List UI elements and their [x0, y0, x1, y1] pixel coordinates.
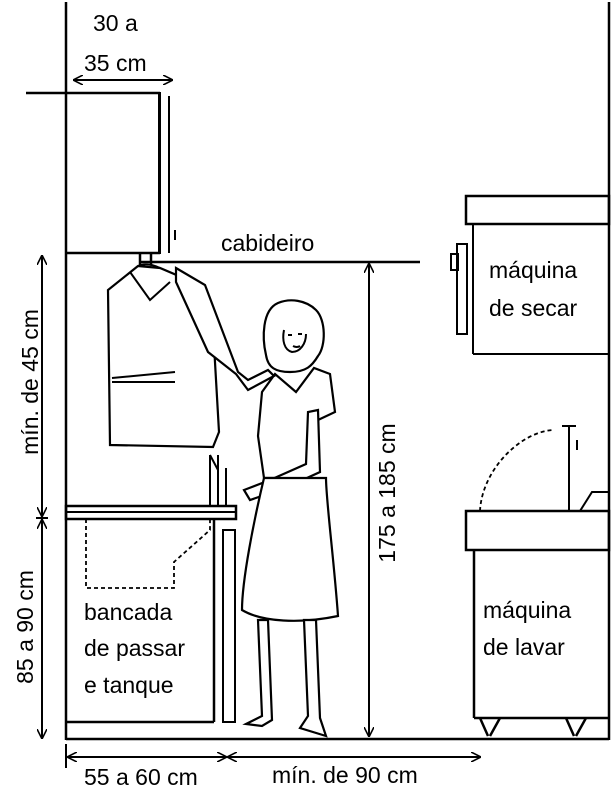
counter-bench	[64, 454, 238, 724]
upper-cabinet	[26, 91, 176, 255]
hanger-rail	[138, 253, 420, 265]
counter-label-line2: de passar	[84, 635, 185, 661]
counter-height-dimension-label: 85 a 90 cm	[12, 570, 38, 684]
counter-label-line1: bancada	[84, 599, 172, 625]
counter-depth-dimension-label: 55 a 60 cm	[84, 764, 198, 790]
dimension-lines	[36, 80, 480, 768]
min-upper-dimension-label: mín. de 45 cm	[17, 309, 43, 455]
dryer-label-line1: máquina	[489, 257, 577, 283]
washing-machine	[464, 425, 611, 737]
woman-figure-icon	[174, 266, 340, 738]
counter-label-line3: e tanque	[84, 672, 174, 698]
hanger-label: cabideiro	[221, 230, 314, 256]
cabinet-depth-label-line1: 30 a	[93, 10, 138, 36]
cabinet-depth-label-line2: 35 cm	[84, 50, 147, 76]
clearance-dimension-label: mín. de 90 cm	[272, 762, 418, 788]
dryer-label-line2: de secar	[489, 295, 578, 321]
washer-label-line1: máquina	[483, 597, 571, 623]
hanger-height-dimension-label: 175 a 185 cm	[374, 423, 400, 562]
washer-label-line2: de lavar	[483, 634, 565, 660]
dryer-machine	[450, 194, 611, 355]
